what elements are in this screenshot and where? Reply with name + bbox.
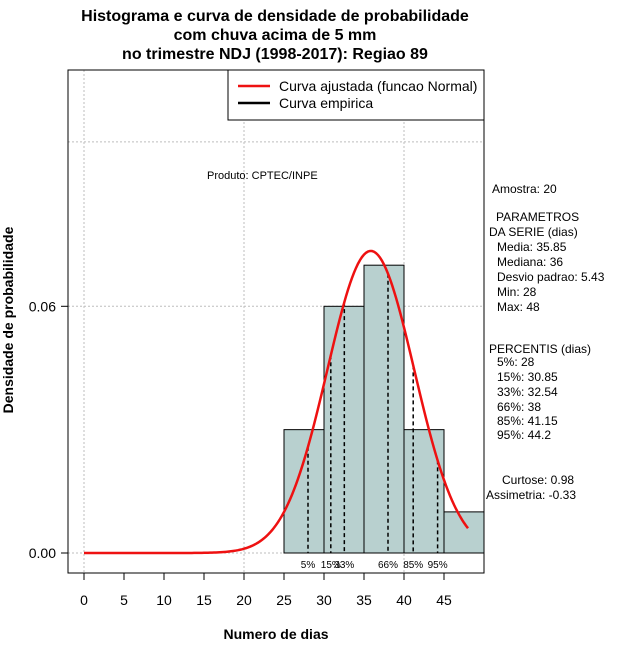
legend: Curva ajustada (funcao Normal) Curva emp… xyxy=(227,69,485,121)
y-tick-label-1: 0.06 xyxy=(29,298,56,314)
y-axis: 0.00 0.06 xyxy=(29,298,69,561)
stat-p85: 85%: 41.15 xyxy=(497,414,558,428)
x-tick-label-9: 45 xyxy=(436,592,452,608)
chart-title-line-1: Histograma e curva de densidade de proba… xyxy=(81,8,469,25)
stat-max: Max: 48 xyxy=(497,300,540,314)
stat-p5: 5%: 28 xyxy=(497,355,535,369)
y-axis-label: Densidade de probabilidade xyxy=(0,226,16,413)
percentile-lines: 5% 15%33% 66% 85% 95% xyxy=(301,273,448,571)
stat-sample: Amostra: 20 xyxy=(492,182,557,196)
x-tick-label-4: 20 xyxy=(236,592,252,608)
percentile-label-4: 85% xyxy=(403,560,423,571)
stat-percentiles-heading: PERCENTIS (dias) xyxy=(489,342,591,356)
normal-curve-line xyxy=(84,249,469,555)
legend-box xyxy=(227,69,485,121)
x-tick-label-2: 10 xyxy=(156,592,172,608)
stat-mean: Media: 35.85 xyxy=(497,240,567,254)
stat-p15: 15%: 30.85 xyxy=(497,370,558,384)
chart-title-line-2: com chuva acima de 5 mm xyxy=(174,27,377,44)
product-note: Produto: CPTEC/INPE xyxy=(207,170,318,182)
chart-title-line-3: no trimestre NDJ (1998-2017): Regiao 89 xyxy=(122,46,428,63)
stat-params-heading: PARAMETROS xyxy=(496,210,579,224)
x-tick-label-8: 40 xyxy=(396,592,412,608)
percentile-label-2: 33% xyxy=(334,560,354,571)
y-tick-label-0: 0.00 xyxy=(29,545,56,561)
x-tick-label-0: 0 xyxy=(80,592,88,608)
stat-sd: Desvio padrao: 5.43 xyxy=(497,270,605,284)
chart-title: Histograma e curva de densidade de proba… xyxy=(81,8,469,63)
x-tick-label-1: 5 xyxy=(120,592,128,608)
stat-p66: 66%: 38 xyxy=(497,400,541,414)
legend-label-normal: Curva ajustada (funcao Normal) xyxy=(279,78,477,94)
stat-params-heading-2: DA SERIE (dias) xyxy=(489,225,578,239)
histogram-bar-4 xyxy=(443,511,485,554)
percentile-label-5: 95% xyxy=(428,560,448,571)
stat-median: Mediana: 36 xyxy=(497,255,563,269)
legend-label-empirical: Curva empirica xyxy=(279,95,373,111)
x-tick-label-3: 15 xyxy=(196,592,212,608)
stat-skewness: Assimetria: -0.33 xyxy=(486,488,576,502)
histogram-bars xyxy=(283,264,485,554)
x-tick-label-6: 30 xyxy=(316,592,332,608)
x-tick-label-5: 25 xyxy=(276,592,292,608)
stat-kurtosis: Curtose: 0.98 xyxy=(502,473,574,487)
percentile-label-0: 5% xyxy=(301,560,316,571)
x-axis: 0 5 10 15 20 25 30 35 40 45 xyxy=(80,572,452,608)
stat-p33: 33%: 32.54 xyxy=(497,385,558,399)
x-tick-label-7: 35 xyxy=(356,592,372,608)
percentile-label-1: 15% xyxy=(321,560,341,571)
stat-p95: 95%: 44.2 xyxy=(497,428,551,442)
x-axis-label: Numero de dias xyxy=(223,626,328,642)
stat-min: Min: 28 xyxy=(497,285,537,299)
percentile-label-3: 66% xyxy=(378,560,398,571)
histogram-bar-0 xyxy=(283,429,325,554)
statistics-panel: Amostra: 20 PARAMETROS DA SERIE (dias) M… xyxy=(486,182,605,502)
